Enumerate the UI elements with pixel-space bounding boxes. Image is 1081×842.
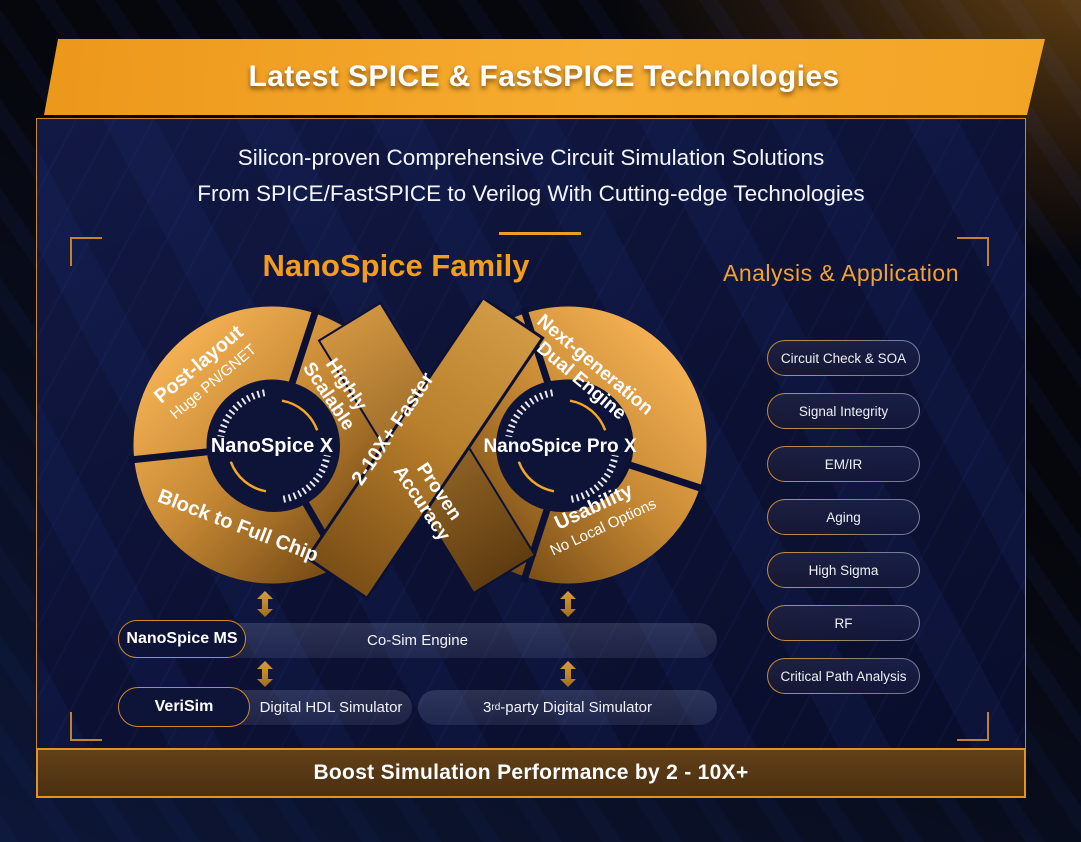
intro-line-1: Silicon-proven Comprehensive Circuit Sim… [237, 145, 825, 170]
analysis-item-em-ir: EM/IR [767, 446, 920, 482]
double-arrow-icon [257, 591, 273, 617]
corner-bracket-bottom-left [70, 712, 102, 741]
nanospice-pro-x-label: NanoSpice Pro X [483, 436, 636, 457]
left-ring [133, 306, 411, 584]
boost-performance-text: Boost Simulation Performance by 2 - 10X+ [313, 761, 749, 784]
page-title: Latest SPICE & FastSPICE Technologies [248, 60, 840, 93]
digital-hdl-simulator-label: Digital HDL Simulator [259, 699, 403, 716]
analysis-item-signal-integrity: Signal Integrity [767, 393, 920, 429]
cross-band-up [305, 300, 545, 600]
double-arrow-icon [560, 661, 576, 687]
double-arrow-icon [257, 661, 273, 687]
analysis-item-label: Aging [768, 500, 919, 534]
analysis-item-circuit-check: Circuit Check & SOA [767, 340, 920, 376]
verisim-pill: VeriSim [118, 687, 250, 727]
analysis-item-label: High Sigma [768, 553, 919, 587]
decorative-dash [499, 232, 581, 235]
right-hub-decoration [505, 389, 619, 503]
nanospice-x-label: NanoSpice X [211, 435, 334, 457]
analysis-item-label: EM/IR [768, 447, 919, 481]
corner-bracket-bottom-right [957, 712, 989, 741]
left-hub-decoration [217, 389, 331, 503]
intro-line-2: From SPICE/FastSPICE to Verilog With Cut… [197, 181, 865, 206]
third-party-rest: -party Digital Simulator [500, 699, 652, 716]
analysis-item-label: Circuit Check & SOA [768, 341, 919, 375]
corner-bracket-top-left [70, 237, 102, 266]
analysis-item-high-sigma: High Sigma [767, 552, 920, 588]
title-banner: Latest SPICE & FastSPICE Technologies [44, 39, 1045, 115]
intro-text: Silicon-proven Comprehensive Circuit Sim… [36, 140, 1026, 212]
analysis-item-label: RF [768, 606, 919, 640]
analysis-application-heading: Analysis & Application [722, 260, 959, 286]
nanospice-ms-label: NanoSpice MS [126, 630, 238, 647]
nanospice-family-heading: NanoSpice Family [262, 248, 530, 283]
analysis-item-label: Critical Path Analysis [768, 659, 919, 693]
infinity-diagram: Post-layout Huge PN/GNET Block to Full C… [128, 300, 707, 600]
analysis-item-label: Signal Integrity [768, 394, 919, 428]
analysis-item-critical-path: Critical Path Analysis [767, 658, 920, 694]
double-arrow-icon [560, 591, 576, 617]
corner-bracket-top-right [957, 237, 989, 266]
analysis-item-aging: Aging [767, 499, 920, 535]
verisim-label: VeriSim [154, 698, 214, 715]
cosim-engine-label: Co-Sim Engine [367, 632, 468, 649]
boost-performance-banner: Boost Simulation Performance by 2 - 10X+ [36, 748, 1026, 798]
third-party-base: 3 [483, 699, 492, 716]
analysis-item-rf: RF [767, 605, 920, 641]
nanospice-ms-pill: NanoSpice MS [118, 620, 246, 658]
